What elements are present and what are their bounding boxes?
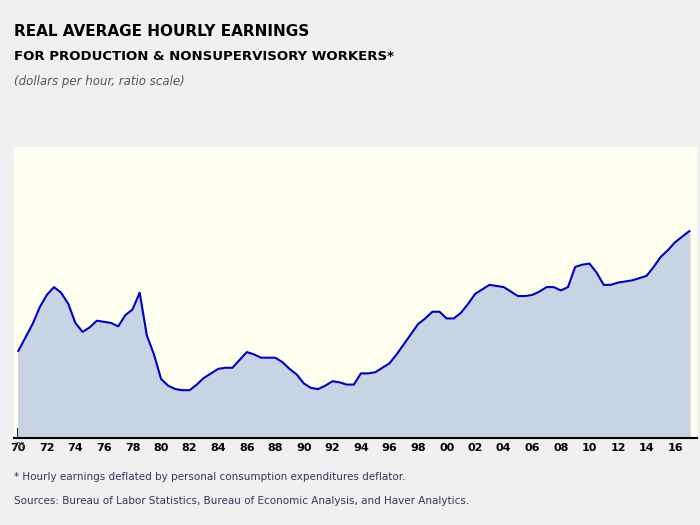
Text: REAL AVERAGE HOURLY EARNINGS: REAL AVERAGE HOURLY EARNINGS	[14, 24, 309, 39]
Text: Sources: Bureau of Labor Statistics, Bureau of Economic Analysis, and Haver Anal: Sources: Bureau of Labor Statistics, Bur…	[14, 496, 469, 506]
Text: * Hourly earnings deflated by personal consumption expenditures deflator.: * Hourly earnings deflated by personal c…	[14, 472, 405, 482]
Text: FOR PRODUCTION & NONSUPERVISORY WORKERS*: FOR PRODUCTION & NONSUPERVISORY WORKERS*	[14, 50, 394, 63]
Text: m: m	[14, 440, 25, 450]
Text: (dollars per hour, ratio scale): (dollars per hour, ratio scale)	[14, 75, 185, 88]
